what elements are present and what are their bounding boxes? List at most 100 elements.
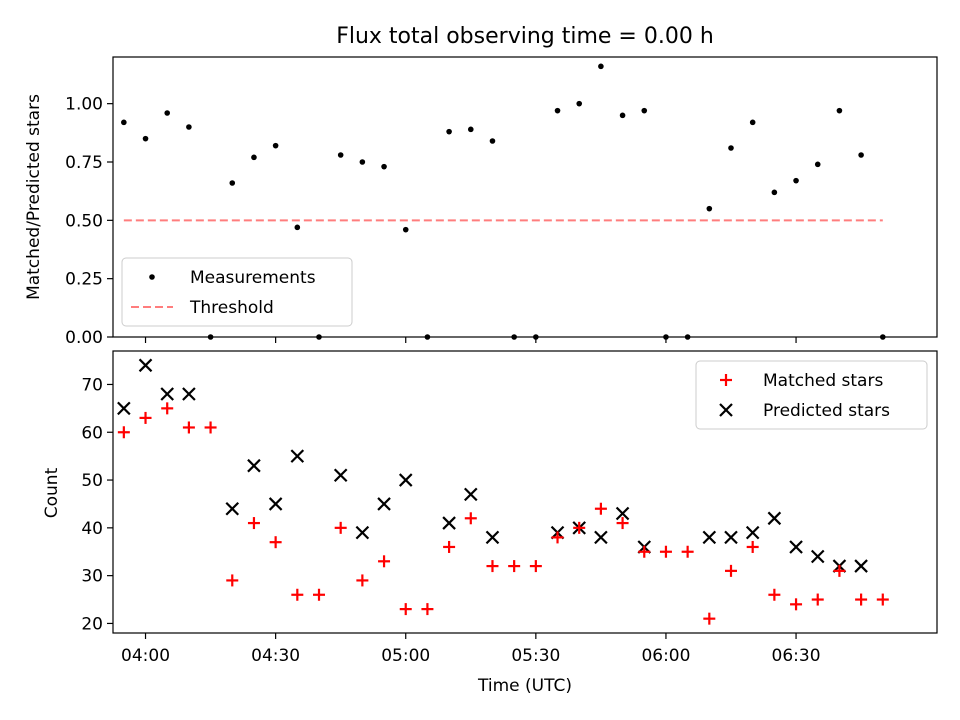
measurement-point [641, 107, 648, 114]
predicted-star-point [724, 530, 738, 545]
predicted-star-stroke [485, 530, 500, 545]
predicted-star-stroke [767, 511, 782, 526]
bottom-chart-data-layer [117, 358, 889, 625]
top-y-tick-label: 0.50 [65, 211, 103, 231]
matched-star-point [529, 560, 542, 573]
top-y-tick-label: 0.25 [65, 270, 103, 290]
matched-star-point [117, 426, 130, 439]
matched-star-point [790, 598, 803, 611]
predicted-star-point [355, 525, 370, 540]
matched-star-point [551, 531, 564, 544]
measurement-point [598, 63, 604, 70]
legend-predicted-stars-label: Predicted stars [763, 401, 890, 421]
matched-star-point [703, 612, 716, 625]
predicted-star-point [854, 559, 868, 573]
matched-star-point [508, 560, 521, 573]
top-y-axis: 0.00 0.25 0.50 0.75 1.00 [65, 95, 113, 348]
predicted-star-stroke [594, 530, 608, 545]
predicted-star-stroke [398, 473, 413, 487]
top-chart-title: Flux total observing time = 0.00 h [336, 24, 714, 49]
legend-matched-stars-marker [720, 374, 732, 386]
matched-star-point [768, 588, 781, 601]
matched-star-point [681, 545, 694, 558]
measurement-point [706, 205, 713, 212]
predicted-star-stroke [160, 387, 174, 401]
measurement-point [294, 224, 301, 231]
predicted-star-point [615, 506, 630, 521]
bottom-y-tick-label: 60 [81, 423, 103, 443]
measurement-point [272, 142, 279, 149]
predicted-star-point [702, 530, 717, 545]
measurement-point [402, 226, 409, 233]
measurement-point [164, 110, 171, 116]
predicted-star-stroke [702, 530, 717, 545]
measurement-point [251, 154, 257, 161]
top-y-axis-label: Matched/Predicted stars [24, 94, 44, 300]
matched-star-point [811, 593, 824, 606]
matched-star-point [378, 555, 391, 568]
predicted-star-point [268, 497, 283, 511]
matched-star-point [616, 517, 629, 530]
predicted-star-stroke [290, 449, 305, 463]
top-x-ticks [144, 337, 797, 343]
predicted-star-stroke [745, 525, 760, 540]
predicted-star-stroke [854, 559, 868, 573]
legend-matched-stars-label: Matched stars [763, 371, 883, 391]
measurement-point [793, 177, 799, 184]
predicted-star-stroke [810, 549, 825, 564]
measurement-point [728, 145, 734, 151]
legend-threshold-label: Threshold [189, 298, 274, 318]
predicted-star-stroke [615, 506, 630, 521]
bottom-plot-frame [112, 350, 938, 634]
predicted-star-point [333, 468, 348, 483]
measurement-point [337, 152, 344, 158]
measurement-point [814, 161, 821, 168]
bottom-y-axis-label: Count [42, 467, 62, 518]
measurement-point [858, 152, 864, 158]
matched-star-point [421, 603, 434, 616]
matched-star-point [269, 536, 282, 549]
matched-star-point [139, 411, 152, 424]
matched-star-point [876, 593, 889, 606]
top-y-tick-label: 0.75 [65, 153, 103, 173]
matched-star-point [746, 540, 759, 553]
measurement-point [836, 107, 843, 114]
predicted-star-stroke [355, 525, 370, 540]
predicted-star-point [767, 511, 782, 526]
predicted-star-point [225, 501, 240, 516]
bottom-y-tick-label: 70 [81, 375, 103, 395]
matched-star-point [855, 593, 868, 606]
measurement-point [771, 189, 778, 196]
measurement-point [229, 180, 236, 186]
bottom-chart: 20 30 40 50 60 70 04:00 04:30 05:00 05:30 06:00 06… [42, 350, 938, 696]
predicted-star-point [377, 497, 391, 511]
predicted-star-point [398, 473, 413, 487]
measurement-point [749, 119, 756, 126]
predicted-star-stroke [138, 358, 153, 373]
bottom-x-axis: 04:00 04:30 05:00 05:30 06:00 06:30 [121, 633, 821, 666]
measurement-point [446, 128, 452, 135]
top-chart-data-layer [121, 63, 886, 340]
bottom-y-tick-label: 30 [81, 567, 103, 587]
matched-star-point [204, 421, 217, 434]
matched-star-point [486, 560, 499, 573]
bottom-x-tick-label: 05:00 [381, 646, 430, 666]
measurement-point [489, 138, 496, 144]
predicted-star-point [117, 401, 131, 416]
measurement-point [381, 163, 387, 170]
bottom-x-tick-label: 04:30 [251, 646, 300, 666]
bottom-x-tick-label: 06:30 [772, 646, 821, 666]
top-legend-box [121, 257, 353, 327]
measurement-point [619, 112, 626, 119]
predicted-star-stroke [442, 516, 456, 530]
measurement-point [467, 126, 474, 133]
bottom-y-tick-label: 20 [81, 614, 103, 634]
predicted-star-stroke [464, 487, 478, 502]
legend-predicted-stars-marker [719, 403, 733, 417]
legend-measurements-label: Measurements [190, 268, 316, 288]
predicted-star-point [594, 530, 608, 545]
predicted-star-point [485, 530, 500, 545]
predicted-star-point [290, 449, 305, 463]
predicted-star-stroke [268, 497, 283, 511]
bottom-y-axis: 20 30 40 50 60 70 [81, 375, 113, 634]
